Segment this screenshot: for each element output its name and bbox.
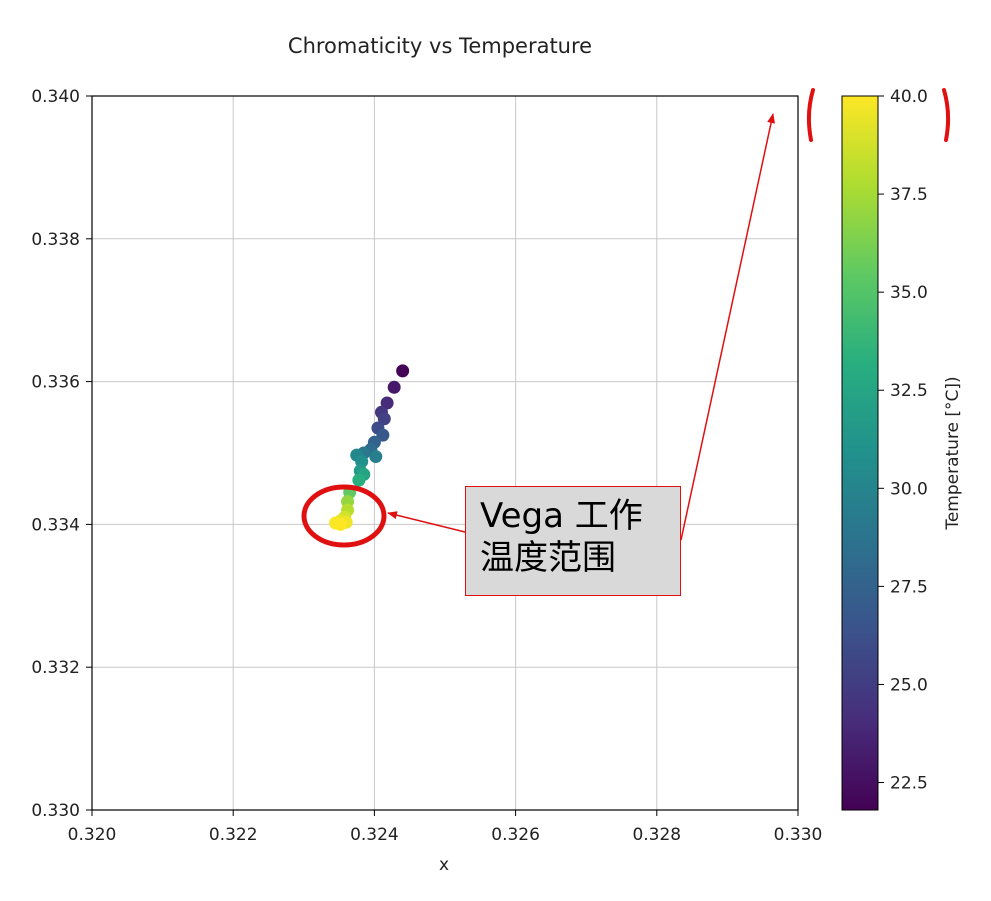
data-point: [387, 380, 401, 394]
colorbar-bracket-right: [942, 88, 951, 142]
colorbar-tick-label: 30.0: [890, 479, 928, 499]
y-tick-label: 0.330: [31, 801, 80, 821]
x-ticks: 0.320 0.322 0.324 0.326 0.328 0.330: [68, 810, 823, 845]
colorbar-tick-label: 27.5: [890, 577, 928, 597]
annotation-line-2: 温度范围: [480, 538, 616, 578]
annotation-arrow-left: [387, 511, 466, 533]
colorbar-tick-label: 25.0: [890, 675, 928, 695]
x-tick-label: 0.326: [491, 825, 540, 845]
x-tick-label: 0.324: [350, 825, 399, 845]
x-tick-label: 0.322: [209, 825, 258, 845]
data-point: [369, 450, 383, 464]
y-ticks: 0.330 0.332 0.334 0.336 0.338 0.340: [31, 87, 92, 821]
highlight-ellipse: [301, 484, 387, 548]
x-tick-label: 0.320: [68, 825, 117, 845]
colorbar-ticks: 22.5 25.0 27.5 30.0 32.5 35.0 37.5 40.0: [878, 87, 928, 794]
x-tick-label: 0.328: [632, 825, 681, 845]
colorbar-tick-label: 40.0: [890, 87, 928, 107]
y-tick-label: 0.332: [31, 658, 80, 678]
data-point: [376, 428, 390, 442]
data-point: [352, 473, 366, 487]
data-point: [377, 412, 391, 426]
data-point: [334, 517, 348, 531]
x-axis-label: x: [439, 855, 449, 875]
y-tick-label: 0.340: [31, 87, 80, 107]
annotation-box: Vega 工作 温度范围: [465, 486, 681, 596]
colorbar-tick-label: 32.5: [890, 381, 928, 401]
colorbar-label: Temperature [°C]): [943, 376, 963, 530]
y-tick-label: 0.336: [31, 373, 80, 393]
y-tick-label: 0.338: [31, 230, 80, 250]
data-point: [396, 364, 410, 378]
colorbar: [841, 95, 879, 811]
chart-title: Chromaticity vs Temperature: [288, 34, 592, 58]
grid: [92, 96, 798, 810]
colorbar-tick-label: 35.0: [890, 283, 928, 303]
colorbar-bracket-left: [806, 88, 815, 142]
colorbar-tick-label: 37.5: [890, 185, 928, 205]
data-points: [329, 364, 410, 531]
annotation-line-1: Vega 工作: [480, 496, 643, 536]
x-tick-label: 0.330: [774, 825, 823, 845]
y-tick-label: 0.334: [31, 515, 80, 535]
colorbar-tick-label: 22.5: [890, 774, 928, 794]
annotation-arrow-upper-right: [680, 113, 776, 541]
plot-frame: [91, 95, 799, 811]
